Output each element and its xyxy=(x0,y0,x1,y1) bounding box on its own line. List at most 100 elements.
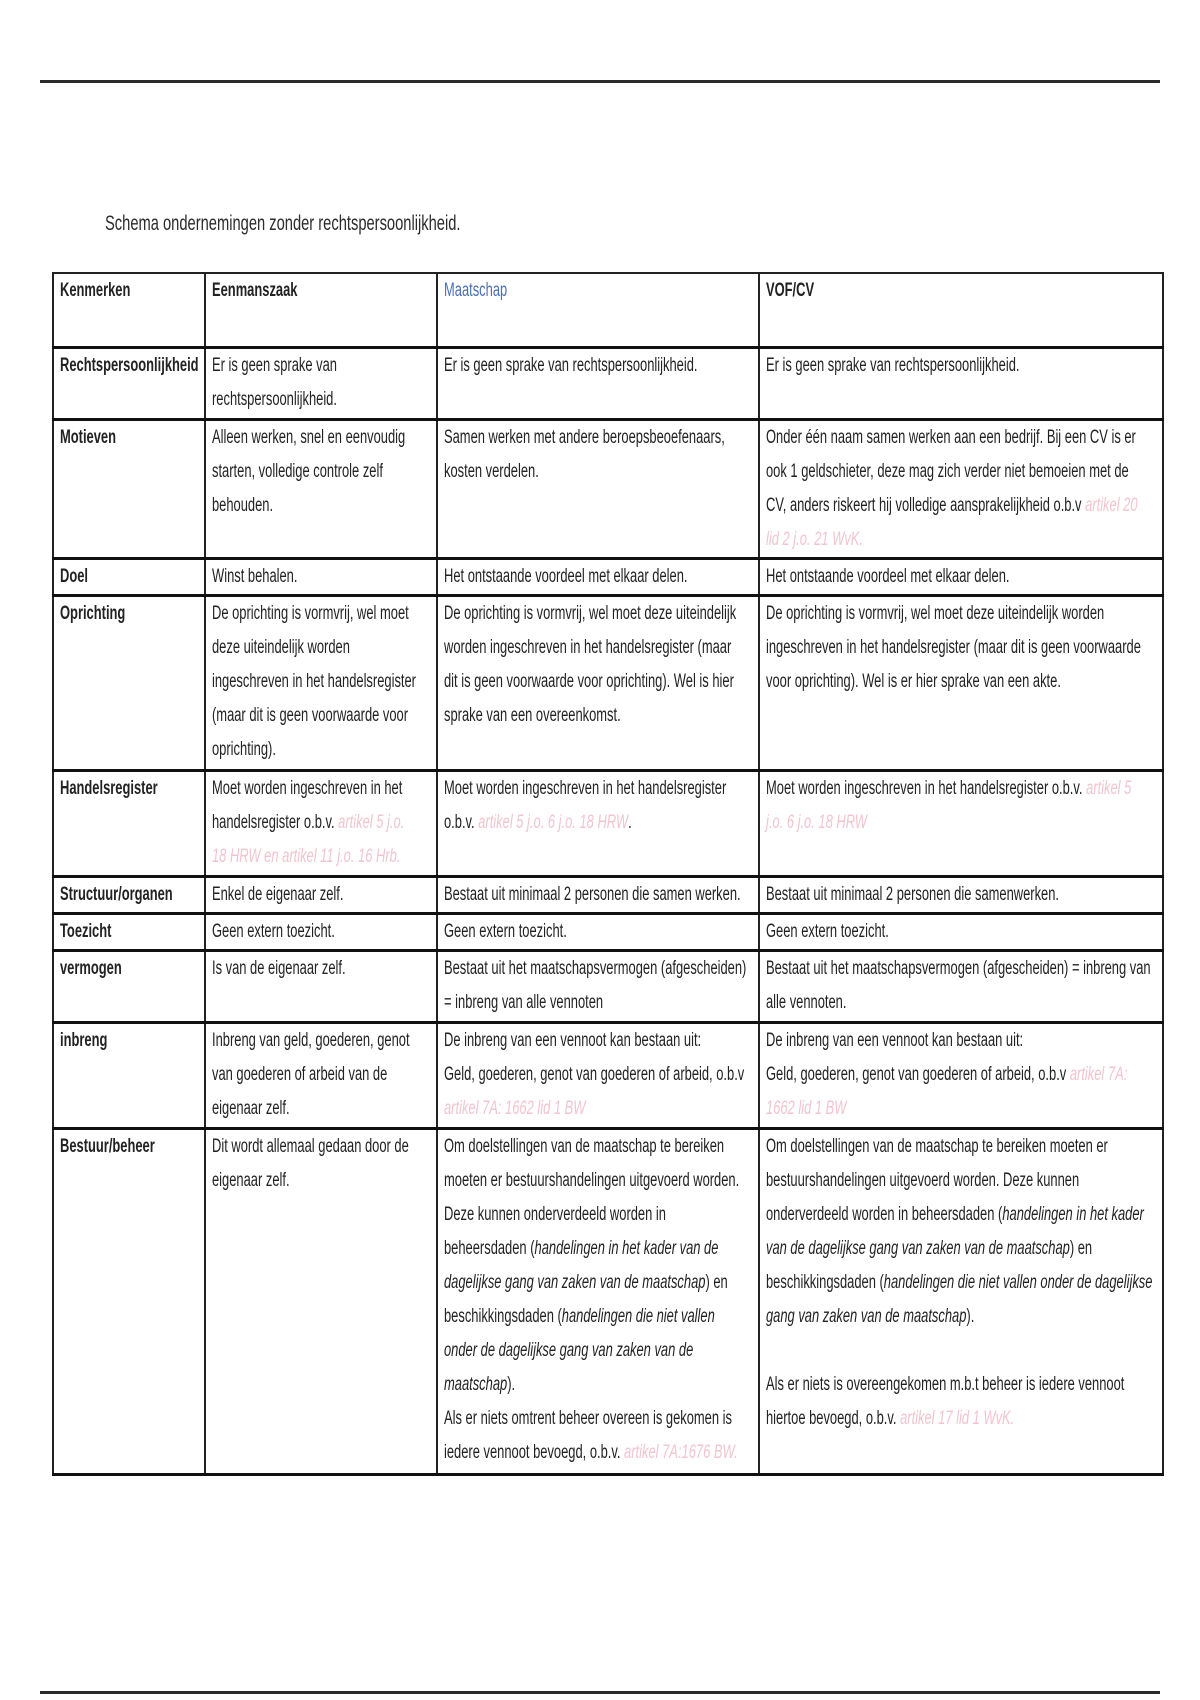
cell-text: Is van de eigenaar zelf. xyxy=(212,957,346,979)
cell-line: Inbreng van geld, goederen, genot xyxy=(212,1024,410,1058)
cell-text: Geen extern toezicht. xyxy=(444,920,567,942)
cell-line: Als er niets is overeengekomen m.b.t beh… xyxy=(766,1368,1124,1402)
column-header-label: Maatschap xyxy=(444,280,508,301)
cell-text: maatschap xyxy=(444,1373,508,1395)
header-rule xyxy=(40,80,1160,83)
cell-line: Winst behalen. xyxy=(212,560,364,593)
row-label-cell: vermogen xyxy=(52,949,206,1023)
cell-text: gang van zaken van de maatschap xyxy=(766,1305,967,1327)
cell-text: Moet worden ingeschreven in het xyxy=(212,777,403,799)
cell-line: Als er niets omtrent beheer overeen is g… xyxy=(444,1402,732,1436)
cell-line: iedere vennoot bevoegd, o.b.v. artikel 7… xyxy=(444,1436,738,1470)
cell-line: Het ontstaande voordeel met elkaar delen… xyxy=(444,560,687,593)
cell-text: Als er niets is overeengekomen m.b.t beh… xyxy=(766,1373,1125,1395)
cell-text: van goederen of arbeid van de xyxy=(212,1063,388,1085)
cell-text: beschikkingsdaden ( xyxy=(444,1305,562,1327)
table-cell: Inbreng van geld, goederen, genot van goe… xyxy=(204,1021,438,1129)
cell-line: Onder één naam samen werken aan een bedr… xyxy=(766,421,1136,455)
cell-text: handelingen die niet vallen onder de dag… xyxy=(883,1271,1153,1293)
table-row: Motieven Alleen werken, snel en eenvoudig… xyxy=(52,418,1164,559)
table-row: Bestuur/beheer Dit wordt allemaal gedaan … xyxy=(52,1127,1164,1475)
cell-line: CV, anders riskeert hij volledige aanspr… xyxy=(766,489,1138,523)
cell-text: . xyxy=(628,811,632,833)
cell-line: 18 HRW en artikel 11 j.o. 16 Hrb. xyxy=(212,840,400,874)
cell-line: eigenaar zelf. xyxy=(212,1164,364,1198)
cell-text: handelingen die niet vallen xyxy=(561,1305,715,1327)
cell-text: eigenaar zelf. xyxy=(212,1097,290,1119)
legal-reference: artikel 5 j.o. xyxy=(338,811,405,833)
cell-line: sprake van een overeenkomst. xyxy=(444,699,658,733)
cell-line: ingeschreven in het handelsregister xyxy=(212,665,416,699)
cell-line: moeten er bestuurshandelingen uitgevoerd… xyxy=(444,1164,739,1198)
cell-text: behouden. xyxy=(212,494,274,516)
table-cell: Bestaat uit minimaal 2 personen die same… xyxy=(758,875,1164,914)
table-cell: Geen extern toezicht. xyxy=(758,912,1164,951)
cell-line: Is van de eigenaar zelf. xyxy=(212,952,364,986)
cell-text: ) en xyxy=(705,1271,728,1293)
table-cell: De oprichting is vormvrij, wel moet deze … xyxy=(204,594,438,771)
cell-line: Enkel de eigenaar zelf. xyxy=(212,878,364,911)
table-cell: Geen extern toezicht. xyxy=(436,912,760,951)
column-header: Eenmanszaak xyxy=(204,272,438,348)
cell-text: eigenaar zelf. xyxy=(212,1169,290,1191)
cell-text: = inbreng van alle vennoten xyxy=(444,991,604,1013)
cell-text: van de dagelijkse gang van zaken van de … xyxy=(766,1237,1070,1259)
cell-text: Geen extern toezicht. xyxy=(212,920,335,942)
cell-line: Geen extern toezicht. xyxy=(766,915,1035,948)
cell-line: Er is geen sprake van rechtspersoonlijkh… xyxy=(444,349,698,383)
table-row: vermogen Is van de eigenaar zelf. Bestaat … xyxy=(52,949,1164,1023)
cell-text: ). xyxy=(507,1373,516,1395)
cell-line: hiertoe bevoegd, o.b.v. artikel 17 lid 1… xyxy=(766,1402,1035,1436)
cell-line: ingeschreven in het handelsregister (maa… xyxy=(766,631,1141,665)
table-cell: Er is geen sprake van rechtspersoonlijkh… xyxy=(436,346,760,420)
cell-line: voor oprichting). Wel is er hier sprake … xyxy=(766,665,1061,699)
cell-line: Moet worden ingeschreven in het handelsr… xyxy=(444,772,726,806)
cell-text: handelingen in het kader xyxy=(1002,1203,1144,1225)
cell-line: van de dagelijkse gang van zaken van de … xyxy=(766,1232,1092,1266)
table-cell: De oprichting is vormvrij, wel moet deze… xyxy=(436,594,760,771)
row-label-cell: Bestuur/beheer xyxy=(52,1127,206,1475)
cell-text: (maar dit is geen voorwaarde voor xyxy=(212,704,409,726)
legal-reference: artikel 7A: 1662 lid 1 BW xyxy=(444,1097,586,1119)
legal-reference: j.o. 6 j.o. 18 HRW xyxy=(766,811,868,833)
table-row: Rechtspersoonlijkheid Er is geen sprake v… xyxy=(52,346,1164,420)
cell-line: van goederen of arbeid van de xyxy=(212,1058,387,1092)
cell-line: lid 2 j.o. 21 WvK. xyxy=(766,523,1035,557)
row-label: Toezicht xyxy=(60,920,112,942)
cell-text: Bestaat uit het maatschapsvermogen (afge… xyxy=(766,957,1151,979)
row-label-cell: Doel xyxy=(52,557,206,596)
comparison-table: Kenmerken Eenmanszaak Maatschap VOF/CV Recht… xyxy=(52,272,1164,1476)
cell-line: Moet worden ingeschreven in het xyxy=(212,772,402,806)
table-cell: Moet worden ingeschreven in het handelsr… xyxy=(758,769,1164,877)
legal-reference: artikel 17 lid 1 WvK. xyxy=(900,1407,1015,1429)
row-label-cell: inbreng xyxy=(52,1021,206,1129)
cell-text: onderverdeeld worden in beheersdaden ( xyxy=(766,1203,1003,1225)
cell-text: moeten er bestuurshandelingen uitgevoerd… xyxy=(444,1169,740,1191)
cell-text: Geld, goederen, genot van goederen of ar… xyxy=(766,1063,1070,1085)
cell-line: Bestaat uit het maatschapsvermogen (afge… xyxy=(444,952,746,986)
table-cell: Enkel de eigenaar zelf. xyxy=(204,875,438,914)
document-title: Schema ondernemingen zonder rechtspersoo… xyxy=(105,212,461,235)
row-label: Structuur/organen xyxy=(60,883,173,905)
cell-text: Geld, goederen, genot van goederen of ar… xyxy=(444,1063,745,1085)
row-label-cell: Motieven xyxy=(52,418,206,559)
cell-line: deze uiteindelijk worden xyxy=(212,631,364,665)
table-cell: Moet worden ingeschreven in het handelsr… xyxy=(436,769,760,877)
row-label: Rechtspersoonlijkheid xyxy=(60,354,199,376)
cell-text: Bestaat uit minimaal 2 personen die same… xyxy=(766,883,1060,905)
cell-line: beschikkingsdaden (handelingen die niet … xyxy=(766,1266,1152,1300)
cell-text: onder de dagelijkse gang van zaken van d… xyxy=(444,1339,694,1361)
table-header-row: Kenmerken Eenmanszaak Maatschap VOF/CV xyxy=(52,272,1164,348)
legal-reference: artikel 5 xyxy=(1086,777,1132,799)
cell-text: dagelijkse gang van zaken van de maatsch… xyxy=(444,1271,706,1293)
cell-line: = inbreng van alle vennoten xyxy=(444,986,658,1020)
row-label-cell: Oprichting xyxy=(52,594,206,771)
cell-line: dagelijkse gang van zaken van de maatsch… xyxy=(444,1266,728,1300)
cell-text: worden ingeschreven in het handelsregist… xyxy=(444,636,732,658)
row-label-cell: Toezicht xyxy=(52,912,206,951)
legal-reference: 18 HRW en artikel 11 j.o. 16 Hrb. xyxy=(212,845,401,867)
row-label: Handelsregister xyxy=(60,777,158,799)
cell-line: De inbreng van een vennoot kan bestaan u… xyxy=(766,1024,1035,1058)
cell-line: Om doelstellingen van de maatschap te be… xyxy=(766,1130,1108,1164)
cell-line: Geld, goederen, genot van goederen of ar… xyxy=(444,1058,744,1092)
